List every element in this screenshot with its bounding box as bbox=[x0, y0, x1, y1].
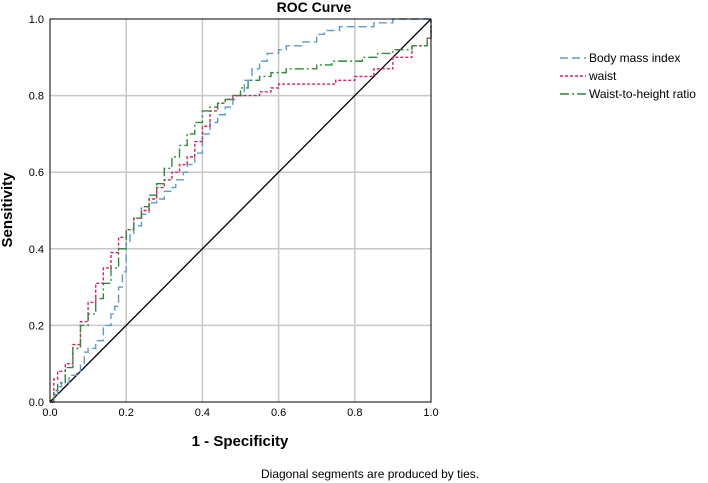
series-line-waist-to-height-ratio bbox=[50, 19, 432, 403]
legend-label-waist-to-height-ratio: Waist-to-height ratio bbox=[589, 87, 696, 101]
footnote: Diagonal segments are produced by ties. bbox=[261, 467, 479, 481]
y-tick-label: 0.6 bbox=[29, 167, 44, 179]
y-tick-label: 0.8 bbox=[29, 91, 44, 103]
series-lines bbox=[49, 18, 432, 403]
x-tick-label: 1.0 bbox=[423, 407, 438, 419]
y-tick-label: 0.2 bbox=[29, 320, 44, 332]
x-tick-label: 0.6 bbox=[271, 407, 286, 419]
y-tick-label: 0.0 bbox=[29, 397, 44, 409]
x-tick-label: 0.0 bbox=[42, 407, 57, 419]
legend: Body mass index waist Waist-to-height rati… bbox=[560, 51, 696, 101]
x-tick-label: 0.2 bbox=[119, 407, 134, 419]
chart-title: ROC Curve bbox=[277, 0, 352, 15]
series-line-waist bbox=[50, 19, 432, 403]
y-tick-label: 1.0 bbox=[29, 14, 44, 26]
legend-label-waist: waist bbox=[588, 69, 617, 83]
x-tick-label: 0.4 bbox=[195, 407, 210, 419]
y-axis-label: Sensitivity bbox=[0, 172, 16, 248]
x-tick-label: 0.8 bbox=[347, 407, 362, 419]
x-axis-label: 1 - Specificity bbox=[192, 433, 289, 450]
grid-lines bbox=[50, 19, 431, 402]
reference-diagonal-line bbox=[49, 18, 432, 403]
series-line-body-mass-index bbox=[50, 18, 431, 403]
axis-ticks: 0.0 0.2 0.4 0.6 0.8 1.0 0.0 0.2 0.4 0.6 0.8 1.0 bbox=[29, 14, 439, 419]
y-tick-label: 0.4 bbox=[29, 244, 44, 256]
plot-border bbox=[49, 18, 432, 403]
legend-label-body-mass-index: Body mass index bbox=[589, 51, 680, 65]
